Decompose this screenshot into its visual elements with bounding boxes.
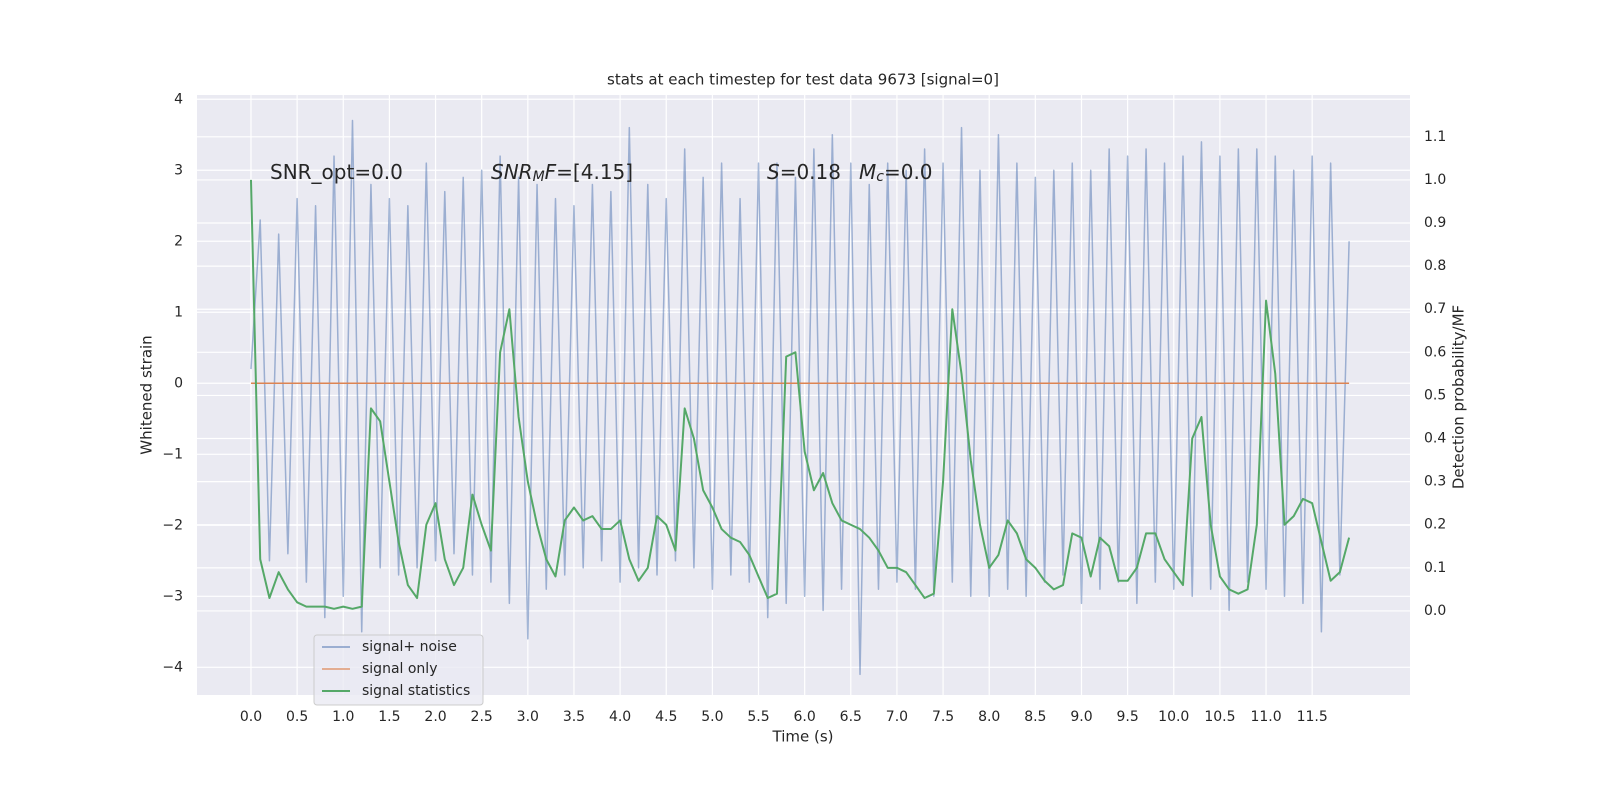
annotation-part: =[4.15]	[556, 160, 633, 184]
chart-title: stats at each timestep for test data 967…	[607, 71, 999, 89]
legend-label: signal+ noise	[362, 639, 457, 655]
x-tick-label: 0.0	[240, 709, 262, 725]
x-tick-label: 4.5	[655, 709, 677, 725]
x-axis-label: Time (s)	[772, 728, 834, 746]
y2-tick-label: 0.6	[1424, 344, 1446, 360]
annotation: S=0.18	[767, 160, 841, 184]
y-tick-label: 4	[174, 91, 183, 107]
annotation-part: F	[545, 160, 557, 184]
x-tick-label: 5.0	[701, 709, 723, 725]
y2-tick-label: 0.3	[1424, 474, 1446, 490]
plot-lines	[249, 119, 1351, 676]
x-tick-label: 3.0	[517, 709, 539, 725]
x-tick-label: 6.5	[840, 709, 862, 725]
series-line	[249, 179, 1351, 610]
annotation-part: c	[876, 169, 884, 185]
x-tick-label: 8.0	[978, 709, 1000, 725]
y-axis-label: Whitened strain	[138, 335, 156, 454]
y-tick-label: 0	[174, 375, 183, 391]
annotation-part: M	[859, 160, 876, 184]
x-tick-label: 10.0	[1158, 709, 1189, 725]
annotation-part: =0.0	[884, 160, 933, 184]
x-tick-label: 9.0	[1070, 709, 1092, 725]
x-tick-label: 7.5	[932, 709, 954, 725]
x-tick-label: 2.0	[424, 709, 446, 725]
x-tick-label: 6.0	[794, 709, 816, 725]
y-tick-label: −4	[162, 659, 183, 675]
x-tick-label: 9.5	[1116, 709, 1138, 725]
x-tick-label: 11.5	[1297, 709, 1328, 725]
x-tick-label: 2.5	[471, 709, 493, 725]
y-tick-label: 1	[174, 304, 183, 320]
y2-axis-label: Detection probability/MF	[1450, 305, 1468, 489]
y2-tick-label: 0.0	[1424, 603, 1446, 619]
x-tick-label: 1.0	[332, 709, 354, 725]
legend-label: signal only	[362, 661, 437, 677]
legend-label: signal statistics	[362, 683, 470, 699]
grid	[197, 95, 1410, 695]
x-tick-label: 3.5	[563, 709, 585, 725]
y2-tick-label: 0.1	[1424, 560, 1446, 576]
annotation-part: SNR	[491, 160, 533, 184]
y2-tick-label: 0.8	[1424, 258, 1446, 274]
x-tick-label: 5.5	[747, 709, 769, 725]
x-tick-label: 4.0	[609, 709, 631, 725]
y-tick-label: −1	[162, 446, 183, 462]
series-line	[250, 119, 1350, 676]
annotation: Mc=0.0	[859, 160, 933, 186]
annotation-part: M	[533, 169, 545, 185]
x-tick-label: 10.5	[1204, 709, 1235, 725]
y-tick-label: 2	[174, 233, 183, 249]
x-tick-label: 0.5	[286, 709, 308, 725]
y2-tick-label: 0.4	[1424, 431, 1446, 447]
x-tick-label: 8.5	[1024, 709, 1046, 725]
y2-tick-label: 0.5	[1424, 387, 1446, 403]
y2-tick-label: 0.7	[1424, 301, 1446, 317]
y2-tick-label: 0.9	[1424, 215, 1446, 231]
y-tick-label: −3	[162, 588, 183, 604]
annotation-part: SNR_opt=0.0	[270, 160, 403, 184]
y2-tick-label: 1.0	[1424, 172, 1446, 188]
x-tick-label: 1.5	[378, 709, 400, 725]
y-tick-label: 3	[174, 162, 183, 178]
legend-box	[313, 634, 484, 706]
y2-tick-label: 1.1	[1424, 129, 1446, 145]
y-tick-label: −2	[162, 517, 183, 533]
annotation: SNR_opt=0.0	[270, 160, 403, 184]
annotation: SNRMF=[4.15]	[491, 160, 633, 186]
x-tick-label: 11.0	[1250, 709, 1281, 725]
annotation-part: S	[767, 160, 780, 184]
x-tick-label: 7.0	[886, 709, 908, 725]
y2-tick-label: 0.2	[1424, 517, 1446, 533]
annotation-part: =0.18	[780, 160, 841, 184]
